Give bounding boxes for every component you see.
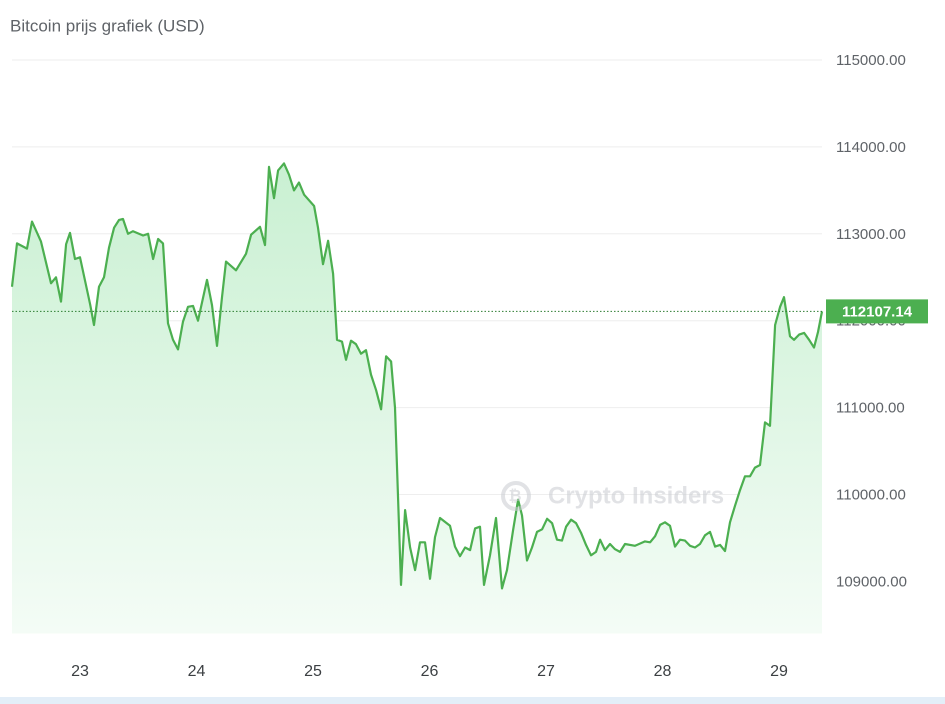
price-line: [10, 162, 824, 590]
y-tick-label: 114000.00: [836, 139, 906, 156]
svg-text:₿: ₿: [508, 487, 521, 505]
watermark: ₿ Crypto Insiders: [501, 481, 724, 511]
x-tick-label: 24: [188, 663, 206, 680]
x-tick-label: 23: [71, 663, 89, 680]
last-price-label: 112107.14: [842, 303, 913, 320]
y-tick-label: 113000.00: [836, 226, 906, 243]
x-tick-label: 29: [770, 663, 788, 680]
y-tick-label: 111000.00: [836, 400, 905, 417]
bottom-strip: [0, 697, 945, 704]
watermark-text: Crypto Insiders: [548, 482, 724, 509]
last-price-badge: [826, 299, 928, 324]
x-tick-label: 28: [654, 663, 672, 680]
chart-title: Bitcoin prijs grafiek (USD): [10, 16, 205, 35]
area-fill: [12, 163, 822, 634]
x-tick-label: 26: [421, 663, 439, 680]
x-tick-label: 27: [537, 663, 555, 680]
x-tick-label: 25: [304, 663, 322, 680]
y-tick-label: 110000.00: [836, 486, 906, 503]
y-tick-label: 109000.00: [836, 573, 907, 590]
y-tick-label: 115000.00: [836, 52, 906, 69]
